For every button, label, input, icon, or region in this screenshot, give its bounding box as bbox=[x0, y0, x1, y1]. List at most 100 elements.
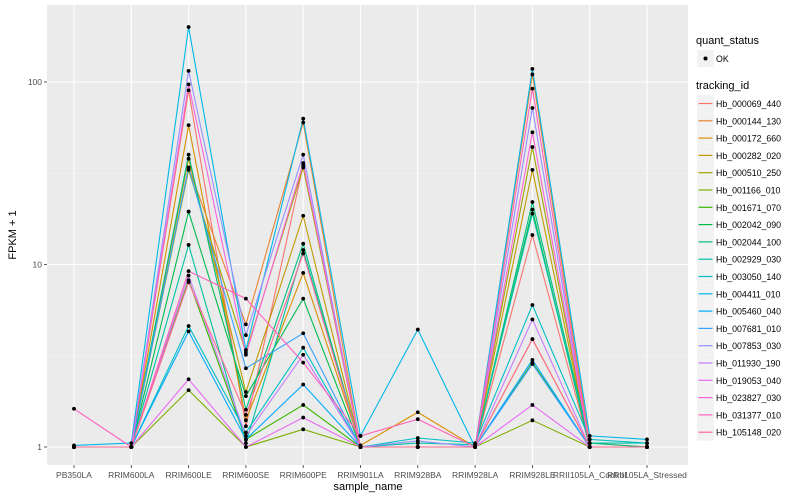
legend: quant_status OK tracking_id Hb_000069_44… bbox=[696, 35, 781, 441]
data-point-Hb_002042_090 bbox=[530, 207, 535, 212]
legend-label: Hb_011930_190 bbox=[716, 359, 781, 369]
x-tick-label: RRIM600LA bbox=[108, 470, 155, 480]
x-tick-label: RRIM600PE bbox=[280, 470, 328, 480]
y-tick-label: 100 bbox=[28, 77, 42, 87]
legend-label: Hb_000172_660 bbox=[716, 134, 781, 144]
data-point-Hb_003050_140 bbox=[244, 430, 248, 435]
data-point-Hb_019053_040 bbox=[301, 415, 306, 420]
y-axis-title: FPKM + 1 bbox=[7, 210, 19, 259]
legend-label: Hb_003050_140 bbox=[716, 272, 781, 282]
x-tick-label: RRIM901LA bbox=[337, 470, 384, 480]
data-point-Hb_105148_020 bbox=[415, 445, 420, 449]
data-point-Hb_105148_020 bbox=[530, 337, 535, 342]
data-point-Hb_004411_010 bbox=[244, 348, 248, 352]
data-point-Hb_105148_020 bbox=[186, 280, 191, 285]
data-point-Hb_002044_100 bbox=[186, 152, 191, 157]
legend-label: Hb_007853_030 bbox=[716, 341, 781, 351]
data-point-Hb_003050_140 bbox=[473, 441, 477, 446]
data-point-Hb_105148_020 bbox=[358, 445, 363, 449]
data-point-Hb_000282_020 bbox=[530, 167, 535, 172]
data-point-Hb_011930_190 bbox=[244, 434, 248, 438]
data-point-Hb_031377_010 bbox=[186, 269, 191, 274]
data-point-Hb_011930_190 bbox=[301, 352, 306, 357]
data-point-Hb_000510_250 bbox=[530, 145, 535, 149]
legend-label: Hb_105148_020 bbox=[716, 428, 781, 438]
data-point-Hb_007681_010 bbox=[186, 165, 191, 170]
data-point-Hb_004411_010 bbox=[645, 437, 649, 442]
data-point-Hb_002929_030 bbox=[530, 211, 535, 216]
data-point-Hb_007681_010 bbox=[244, 366, 248, 371]
data-point-Hb_019053_040 bbox=[530, 403, 535, 407]
data-point-Hb_000144_130 bbox=[301, 120, 306, 125]
data-point-Hb_004411_010 bbox=[186, 25, 191, 29]
data-point-Hb_007853_030 bbox=[530, 106, 535, 110]
data-point-Hb_031377_010 bbox=[530, 86, 535, 91]
data-point-Hb_003050_140 bbox=[587, 437, 592, 442]
y-tick-label: 1 bbox=[37, 442, 42, 452]
data-point-Hb_003050_140 bbox=[301, 345, 306, 350]
data-point-Hb_000144_130 bbox=[244, 322, 248, 327]
data-point-Hb_011930_190 bbox=[186, 273, 191, 278]
data-point-Hb_105148_020 bbox=[72, 445, 76, 449]
data-point-Hb_023827_030 bbox=[530, 130, 535, 135]
data-point-Hb_002044_100 bbox=[301, 241, 306, 246]
data-point-Hb_002042_090 bbox=[186, 209, 191, 214]
data-point-Hb_002929_030 bbox=[186, 243, 191, 247]
data-point-Hb_000510_250 bbox=[301, 165, 306, 170]
data-point-Hb_005460_040 bbox=[244, 437, 248, 442]
data-point-Hb_005460_040 bbox=[186, 329, 191, 334]
x-axis-title: sample_name bbox=[333, 481, 402, 493]
data-point-Hb_023827_030 bbox=[186, 82, 191, 87]
data-point-Hb_105148_020 bbox=[473, 445, 477, 449]
data-point-Hb_001166_010 bbox=[186, 388, 191, 393]
legend-label: Hb_031377_010 bbox=[716, 410, 781, 420]
data-point-Hb_000069_440 bbox=[244, 424, 248, 429]
legend-label: Hb_000069_440 bbox=[716, 99, 781, 109]
x-tick-label: RRIM928LA bbox=[452, 470, 499, 480]
data-point-Hb_002042_090 bbox=[301, 296, 306, 301]
data-point-Hb_023827_030 bbox=[244, 352, 248, 357]
x-tick-label: RRIM928BA bbox=[394, 470, 442, 480]
data-point-Hb_105148_020 bbox=[129, 445, 134, 449]
data-point-Hb_031377_010 bbox=[72, 406, 76, 411]
legend-label: Hb_000282_020 bbox=[716, 151, 781, 161]
data-point-Hb_105148_020 bbox=[244, 412, 248, 417]
legend-label: Hb_019053_040 bbox=[716, 376, 781, 386]
legend-color-title: tracking_id bbox=[696, 80, 749, 92]
data-point-Hb_002044_100 bbox=[530, 200, 535, 204]
data-point-Hb_023827_030 bbox=[301, 161, 306, 165]
legend-label: Hb_023827_030 bbox=[716, 393, 781, 403]
data-point-Hb_003050_140 bbox=[530, 303, 535, 307]
data-point-Hb_000172_660 bbox=[415, 410, 420, 415]
data-point-Hb_105148_020 bbox=[645, 445, 649, 449]
legend-label: Hb_002042_090 bbox=[716, 220, 781, 230]
legend-label: Hb_001166_010 bbox=[716, 186, 781, 196]
y-tick-label: 10 bbox=[33, 260, 43, 270]
data-point-Hb_000069_440 bbox=[530, 233, 535, 237]
data-point-Hb_002929_030 bbox=[244, 441, 248, 446]
x-tick-label: RRIM928LE bbox=[509, 470, 556, 480]
x-tick-label: RRII105LA_Stressed bbox=[607, 470, 687, 480]
data-point-Hb_007681_010 bbox=[530, 362, 535, 366]
data-point-Hb_007681_010 bbox=[301, 331, 306, 336]
data-point-Hb_031377_010 bbox=[415, 417, 420, 422]
data-point-Hb_001166_010 bbox=[301, 427, 306, 432]
data-point-Hb_004411_010 bbox=[415, 327, 420, 332]
legend-entries: Hb_000069_440 Hb_000144_130 Hb_000172_660 H… bbox=[697, 95, 781, 441]
legend-label: Hb_005460_040 bbox=[716, 307, 781, 317]
data-point-Hb_000069_440 bbox=[186, 88, 191, 93]
data-point-Hb_002042_090 bbox=[244, 394, 248, 399]
legend-label: Hb_000144_130 bbox=[716, 116, 781, 126]
data-point-Hb_019053_040 bbox=[186, 377, 191, 382]
y-axis: 1 10 100 bbox=[28, 77, 47, 452]
legend-shape-title: quant_status bbox=[696, 35, 759, 47]
data-point-Hb_000144_130 bbox=[530, 72, 535, 77]
x-tick-label: RRII105LA_Control bbox=[553, 470, 627, 480]
x-tick-label: RRIM600LE bbox=[165, 470, 212, 480]
data-point-Hb_003050_140 bbox=[186, 324, 191, 328]
data-point-Hb_007853_030 bbox=[301, 152, 306, 157]
legend-label-ok: OK bbox=[716, 54, 729, 64]
data-point-Hb_002929_030 bbox=[587, 441, 592, 446]
legend-point-icon bbox=[703, 56, 708, 61]
data-point-Hb_000172_660 bbox=[186, 123, 191, 128]
